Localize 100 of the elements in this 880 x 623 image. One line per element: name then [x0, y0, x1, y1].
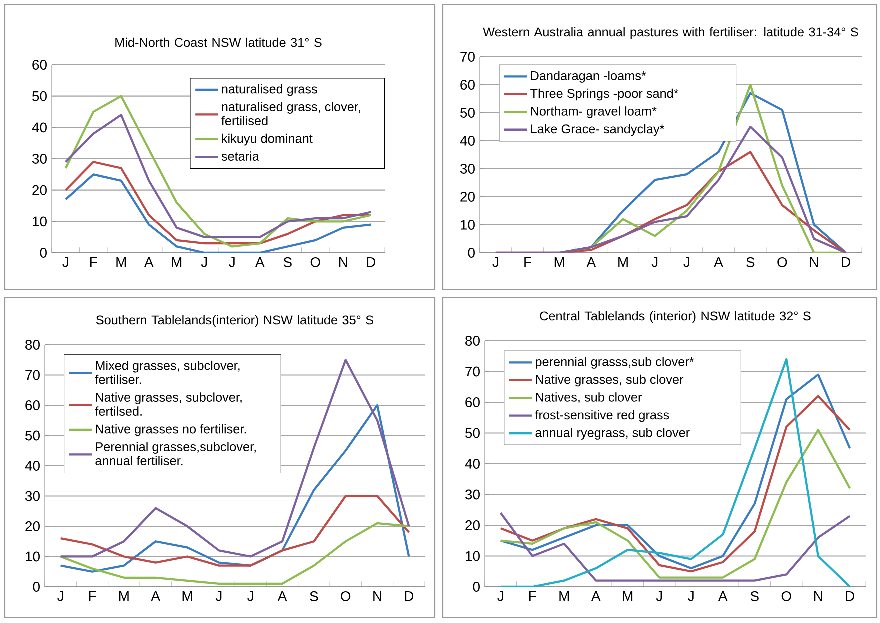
x-tick-label: J: [201, 257, 208, 268]
legend-label: Lake Grace- sandyclay*: [531, 124, 665, 136]
x-tick-label: J: [492, 257, 498, 268]
y-tick-label: 0: [33, 582, 40, 592]
x-tick-label: M: [560, 591, 570, 602]
x-tick-label: J: [248, 591, 254, 602]
legend-label: annual ryegrass, sub clover: [536, 428, 690, 440]
x-tick-label: O: [310, 257, 320, 268]
y-tick-label: 70: [466, 366, 480, 377]
legend-label: Northam- gravel loam*: [531, 106, 657, 118]
legend-label: Native grasses, subclover, fertilsed.: [95, 392, 242, 416]
x-tick-label: S: [284, 257, 292, 268]
legend-label: Native grasses, sub clover: [536, 374, 684, 387]
x-tick-label: J: [684, 257, 690, 268]
legend-label: Mixed grasses, subclover, fertiliser.: [95, 360, 240, 384]
x-tick-label: J: [62, 257, 68, 268]
y-tick-label: 80: [466, 336, 480, 346]
y-tick-label: 20: [32, 185, 47, 196]
x-tick-label: O: [782, 591, 792, 602]
y-tick-label: 60: [26, 400, 40, 410]
y-tick-label: 40: [25, 461, 40, 471]
legend-label: naturalised grass, clover, fertilised: [222, 102, 360, 126]
legend-label: Native grasses no fertiliser.: [96, 424, 246, 436]
y-tick-label: 70: [26, 370, 40, 380]
chart-title: Southern Tablelands(interior) NSW latitude 35° S: [96, 315, 374, 328]
y-tick-label: 0: [473, 582, 480, 592]
x-tick-label: A: [718, 591, 728, 602]
y-tick-label: 20: [460, 192, 475, 202]
y-tick-label: 30: [25, 491, 40, 502]
y-tick-label: 20: [26, 522, 40, 532]
x-tick-label: M: [554, 257, 564, 268]
legend-label: perennial grasss,sub clover*: [536, 357, 694, 369]
x-tick-label: J: [656, 591, 662, 602]
y-tick-label: 50: [32, 91, 47, 102]
legend-label: naturalised grass: [222, 84, 318, 96]
y-tick-label: 60: [460, 80, 475, 90]
x-tick-label: M: [623, 591, 633, 602]
x-tick-label: D: [367, 257, 376, 268]
legend-label: Three Springs -poor sand*: [530, 88, 679, 101]
y-tick-label: 50: [466, 428, 480, 438]
x-tick-label: S: [746, 257, 755, 268]
y-tick-label: 10: [33, 216, 47, 227]
y-tick-label: 10: [26, 552, 40, 562]
legend-label: setaria: [222, 152, 260, 161]
x-tick-label: F: [530, 591, 536, 602]
x-tick-label: A: [278, 591, 288, 602]
x-tick-label: S: [310, 591, 318, 602]
x-tick-label: N: [810, 257, 818, 268]
x-tick-label: A: [255, 257, 265, 268]
legend-label: Natives, sub clover: [536, 392, 642, 404]
line-series: [60, 404, 410, 573]
line-series: [60, 359, 410, 558]
x-tick-label: A: [144, 257, 154, 268]
x-tick-label: A: [714, 257, 724, 268]
y-tick-label: 40: [465, 459, 480, 469]
legend-label: frost-sensitive red grass: [535, 410, 670, 422]
y-tick-label: 0: [40, 248, 47, 258]
y-tick-label: 40: [32, 122, 47, 133]
x-tick-label: J: [58, 591, 64, 602]
y-tick-label: 0: [468, 248, 475, 258]
legend-label: Dandaragan -loams*: [531, 71, 646, 83]
x-tick-label: M: [182, 591, 192, 602]
y-tick-label: 50: [26, 430, 40, 441]
x-tick-label: J: [229, 257, 235, 268]
x-tick-label: A: [151, 591, 160, 602]
line-series: [60, 495, 410, 567]
x-tick-label: J: [652, 257, 658, 268]
x-tick-label: M: [618, 257, 628, 268]
x-tick-label: F: [89, 591, 96, 602]
legend-label: Perennial grasses,subclover, annual fertiliser.: [96, 442, 256, 466]
y-tick-label: 60: [32, 60, 47, 70]
x-tick-label: M: [116, 257, 126, 268]
x-tick-label: D: [842, 257, 850, 268]
y-tick-label: 10: [466, 551, 480, 562]
x-tick-label: A: [586, 257, 596, 268]
x-tick-label: D: [846, 591, 855, 602]
x-tick-label: F: [524, 257, 532, 268]
y-tick-label: 30: [32, 154, 47, 164]
y-tick-label: 70: [460, 52, 475, 62]
x-tick-label: S: [750, 591, 759, 602]
chart-title: Central Tablelands (interior) NSW latitude 32° S: [540, 311, 811, 324]
y-tick-label: 20: [466, 520, 480, 530]
x-tick-label: N: [339, 257, 348, 268]
chart-title: Western Australia annual pastures with fertiliser: latitude 31-34° S: [483, 27, 858, 40]
chart-title: Mid-North Coast NSW latitude 31° S: [116, 38, 322, 48]
x-tick-label: M: [119, 591, 129, 602]
y-tick-label: 40: [460, 136, 475, 146]
y-tick-label: 30: [465, 490, 480, 500]
y-tick-label: 80: [26, 340, 40, 350]
x-tick-label: O: [778, 257, 788, 268]
x-tick-label: F: [90, 257, 98, 268]
y-tick-label: 30: [460, 164, 475, 174]
x-tick-label: O: [341, 591, 351, 602]
legend-label: kikuyu dominant: [222, 134, 313, 146]
x-tick-label: J: [498, 591, 504, 602]
y-tick-label: 60: [466, 398, 480, 408]
x-tick-label: A: [591, 591, 601, 602]
y-tick-label: 50: [460, 108, 475, 118]
x-tick-label: M: [172, 257, 182, 268]
x-tick-label: N: [814, 591, 822, 602]
